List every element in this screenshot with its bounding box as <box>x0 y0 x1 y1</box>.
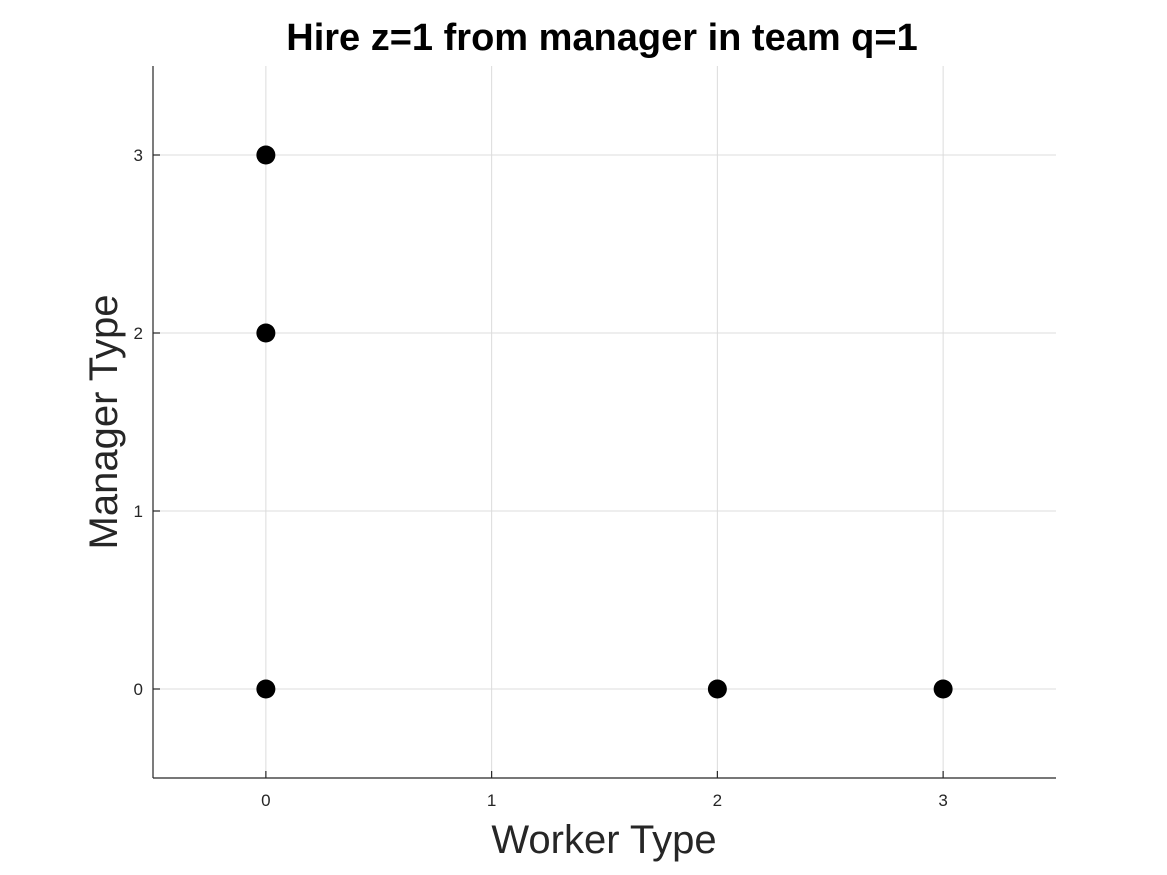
data-point <box>256 679 276 699</box>
x-tick-label: 0 <box>261 791 270 810</box>
data-point <box>256 323 276 343</box>
x-tick-label: 3 <box>938 791 947 810</box>
y-axis-label: Manager Type <box>82 295 126 550</box>
x-axis-label: Worker Type <box>491 818 716 862</box>
data-points <box>256 145 953 699</box>
y-tick-label: 2 <box>134 324 143 343</box>
axes <box>152 66 1056 779</box>
x-tick-label: 2 <box>713 791 722 810</box>
chart-title: Hire z=1 from manager in team q=1 <box>286 17 917 59</box>
data-point <box>933 679 953 699</box>
grid-lines <box>153 66 1056 778</box>
y-tick-label: 0 <box>134 680 143 699</box>
y-tick-label: 3 <box>134 146 143 165</box>
ticks: 0 1 2 3 0 1 2 3 <box>134 146 948 810</box>
y-tick-label: 1 <box>134 502 143 521</box>
x-tick-label: 1 <box>487 791 496 810</box>
data-point <box>707 679 727 699</box>
data-point <box>256 145 276 165</box>
